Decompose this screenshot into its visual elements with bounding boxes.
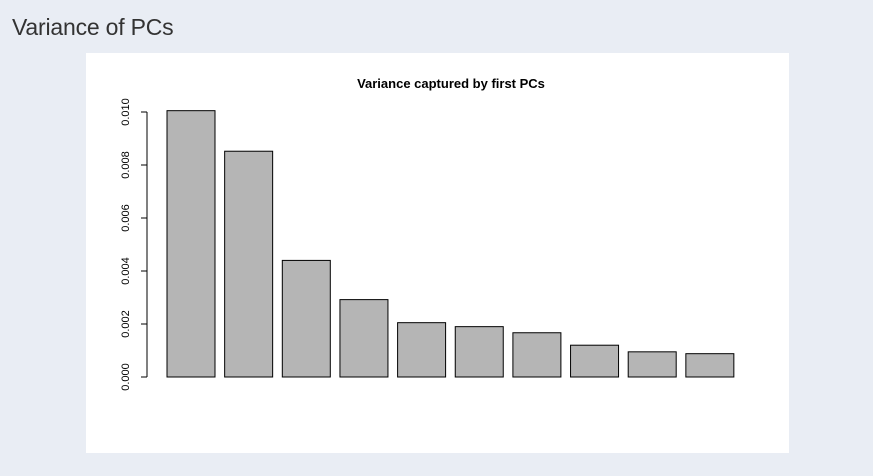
bar-chart: Variance captured by first PCs 0.0000.00…: [120, 76, 735, 391]
bar: [281, 259, 331, 378]
bar: [454, 326, 504, 378]
y-tick-label: 0.004: [120, 257, 132, 285]
bar: [397, 322, 447, 378]
bar: [166, 110, 216, 378]
bars: [166, 110, 735, 378]
chart-title: Variance captured by first PCs: [357, 76, 545, 91]
bar: [685, 353, 735, 378]
bar: [224, 150, 274, 378]
y-tick-label: 0.000: [120, 363, 132, 391]
y-tick-label: 0.006: [120, 204, 132, 232]
bar: [512, 332, 562, 378]
y-tick-label: 0.010: [120, 98, 132, 126]
page-title: Variance of PCs: [12, 14, 174, 40]
bar: [339, 299, 389, 378]
y-tick-label: 0.008: [120, 151, 132, 179]
bar: [627, 351, 677, 378]
plot-panel: Variance captured by first PCs 0.000 0.00…: [86, 53, 789, 453]
bar: [570, 344, 620, 378]
y-tick-label: 0.002: [120, 310, 132, 338]
y-axis: 0.000 0.002 0.004 0.006 0.008 0.010: [120, 98, 148, 391]
